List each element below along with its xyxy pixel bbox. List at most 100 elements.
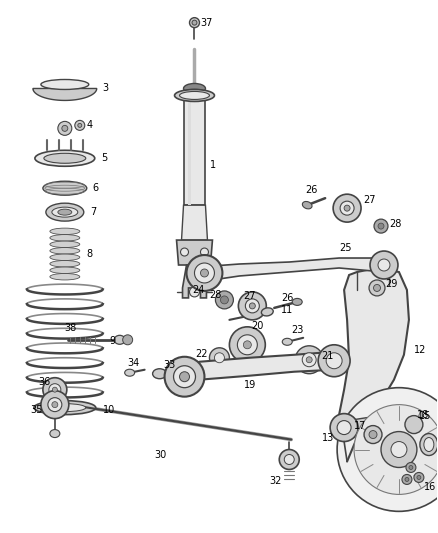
Circle shape bbox=[414, 472, 424, 482]
Circle shape bbox=[340, 201, 354, 215]
Polygon shape bbox=[187, 99, 191, 205]
Circle shape bbox=[369, 431, 377, 439]
Text: 33: 33 bbox=[163, 360, 176, 370]
Circle shape bbox=[374, 219, 388, 233]
Text: 3: 3 bbox=[103, 84, 109, 93]
Circle shape bbox=[78, 123, 82, 127]
Circle shape bbox=[374, 285, 381, 292]
Circle shape bbox=[194, 263, 215, 283]
Ellipse shape bbox=[180, 92, 209, 100]
Circle shape bbox=[378, 259, 390, 271]
Polygon shape bbox=[184, 352, 334, 386]
Circle shape bbox=[237, 335, 258, 355]
Ellipse shape bbox=[302, 201, 312, 209]
Text: 16: 16 bbox=[424, 482, 436, 492]
Circle shape bbox=[306, 357, 312, 363]
Circle shape bbox=[354, 405, 438, 495]
Text: 7: 7 bbox=[90, 207, 96, 217]
Text: 10: 10 bbox=[103, 405, 115, 415]
Text: 24: 24 bbox=[192, 285, 205, 295]
Ellipse shape bbox=[52, 207, 78, 217]
Circle shape bbox=[209, 348, 230, 368]
Ellipse shape bbox=[261, 308, 273, 316]
Ellipse shape bbox=[181, 90, 208, 98]
Circle shape bbox=[187, 255, 223, 291]
Ellipse shape bbox=[34, 401, 96, 415]
Circle shape bbox=[295, 346, 323, 374]
Circle shape bbox=[192, 20, 197, 25]
Text: 26: 26 bbox=[305, 185, 318, 195]
Circle shape bbox=[318, 345, 350, 377]
Ellipse shape bbox=[43, 181, 87, 195]
Text: 17: 17 bbox=[354, 421, 367, 431]
Circle shape bbox=[244, 341, 251, 349]
Circle shape bbox=[391, 441, 407, 457]
Circle shape bbox=[220, 296, 228, 304]
Circle shape bbox=[405, 478, 409, 481]
Ellipse shape bbox=[35, 150, 95, 166]
Circle shape bbox=[165, 357, 205, 397]
Circle shape bbox=[62, 125, 68, 131]
Text: 19: 19 bbox=[244, 379, 257, 390]
Polygon shape bbox=[177, 240, 212, 265]
Circle shape bbox=[302, 353, 316, 367]
Circle shape bbox=[330, 414, 358, 441]
Circle shape bbox=[337, 387, 438, 511]
Text: 5: 5 bbox=[101, 154, 107, 163]
Text: 6: 6 bbox=[93, 183, 99, 193]
Circle shape bbox=[75, 120, 85, 131]
Circle shape bbox=[245, 299, 259, 313]
Circle shape bbox=[370, 251, 398, 279]
Circle shape bbox=[406, 463, 416, 472]
Ellipse shape bbox=[50, 241, 80, 247]
Ellipse shape bbox=[58, 209, 72, 215]
Polygon shape bbox=[349, 417, 371, 440]
Text: 12: 12 bbox=[414, 345, 426, 355]
Ellipse shape bbox=[174, 90, 215, 101]
Text: 11: 11 bbox=[281, 305, 293, 315]
Text: 38: 38 bbox=[64, 323, 76, 333]
Text: 27: 27 bbox=[244, 291, 256, 301]
Circle shape bbox=[173, 366, 195, 387]
Circle shape bbox=[364, 425, 382, 443]
Ellipse shape bbox=[41, 79, 89, 90]
Polygon shape bbox=[33, 88, 97, 100]
Text: 28: 28 bbox=[389, 219, 401, 229]
Circle shape bbox=[402, 474, 412, 484]
Circle shape bbox=[201, 269, 208, 277]
Circle shape bbox=[123, 335, 133, 345]
Text: 8: 8 bbox=[87, 249, 93, 259]
Ellipse shape bbox=[424, 438, 434, 451]
Ellipse shape bbox=[114, 335, 125, 344]
Circle shape bbox=[279, 449, 299, 470]
Circle shape bbox=[344, 205, 350, 211]
Circle shape bbox=[49, 384, 61, 395]
Text: 13: 13 bbox=[322, 433, 334, 442]
Text: 27: 27 bbox=[363, 195, 375, 205]
Ellipse shape bbox=[50, 247, 80, 254]
Circle shape bbox=[180, 372, 190, 382]
Ellipse shape bbox=[125, 369, 134, 376]
Circle shape bbox=[180, 248, 188, 256]
Circle shape bbox=[230, 327, 265, 363]
Circle shape bbox=[326, 353, 342, 369]
Circle shape bbox=[215, 353, 224, 363]
Polygon shape bbox=[181, 205, 208, 240]
Polygon shape bbox=[183, 265, 206, 298]
Circle shape bbox=[238, 292, 266, 320]
Ellipse shape bbox=[50, 235, 80, 241]
Ellipse shape bbox=[50, 273, 80, 280]
Text: 37: 37 bbox=[201, 18, 213, 28]
Circle shape bbox=[43, 378, 67, 402]
Text: 21: 21 bbox=[321, 351, 333, 361]
Circle shape bbox=[249, 303, 255, 309]
Ellipse shape bbox=[282, 338, 292, 345]
Ellipse shape bbox=[50, 254, 80, 261]
Text: 1: 1 bbox=[210, 160, 216, 170]
Text: 36: 36 bbox=[38, 377, 50, 387]
Ellipse shape bbox=[292, 298, 302, 305]
Text: 23: 23 bbox=[291, 325, 304, 335]
Circle shape bbox=[284, 455, 294, 464]
Ellipse shape bbox=[44, 154, 86, 163]
Ellipse shape bbox=[152, 369, 166, 379]
